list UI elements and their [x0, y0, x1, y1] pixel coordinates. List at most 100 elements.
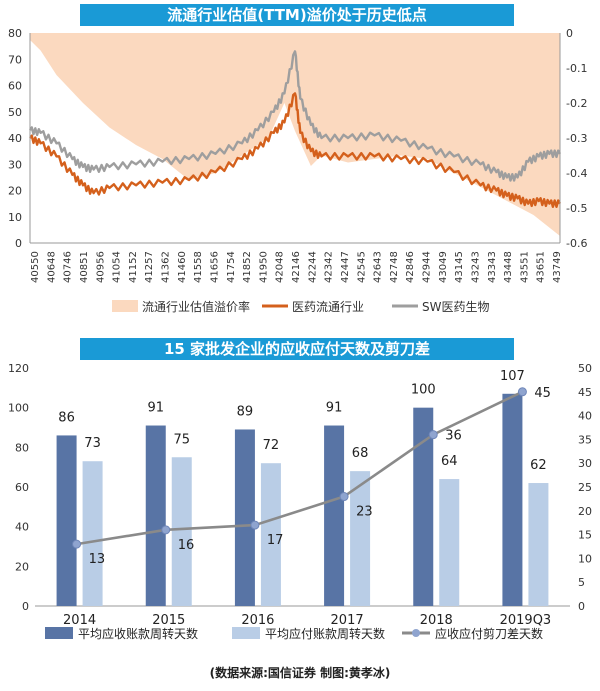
x-tick-label: 43049	[438, 251, 449, 283]
x-tick-label: 40851	[79, 251, 90, 283]
left-tick-label: 20	[8, 185, 22, 198]
category-label: 2018	[420, 613, 453, 628]
payable-value-label: 62	[530, 458, 547, 473]
x-tick-label: 43651	[536, 251, 547, 283]
receivable-value-label: 89	[237, 404, 254, 419]
payable-value-label: 75	[173, 432, 190, 447]
line-scissor-gap	[76, 390, 523, 546]
chart2-title: 15 家批发企业的应收应付天数及剪刀差	[80, 338, 514, 360]
x-tick-label: 42244	[307, 251, 318, 283]
receivable-value-label: 107	[500, 369, 525, 384]
line-sw-pharma	[29, 50, 562, 182]
x-tick-label: 41754	[226, 251, 237, 283]
right-tick-label: 30	[578, 457, 592, 470]
area-premium-rate	[30, 33, 560, 236]
right-tick-label: -0.4	[566, 167, 587, 180]
right-tick-label: 10	[578, 552, 592, 565]
legend-label: 流通行业估值溢价率	[142, 299, 250, 314]
left-tick-label: 60	[15, 481, 29, 494]
source-note: (数据来源:国信证券 制图:黄孝冰)	[209, 666, 391, 680]
payable-value-label: 72	[263, 438, 280, 453]
bar-payable-days	[350, 471, 371, 606]
x-tick-label: 43243	[470, 251, 481, 283]
payable-value-label: 64	[441, 454, 458, 469]
receivable-value-label: 91	[326, 401, 343, 416]
bar-receivable-days	[324, 425, 345, 606]
scissor-value-label: 17	[267, 533, 284, 548]
right-tick-label: 20	[578, 505, 592, 518]
x-tick-label: 42643	[373, 251, 384, 283]
bar-receivable-days	[145, 425, 166, 606]
payable-value-label: 68	[352, 446, 369, 461]
right-tick-label: -0.5	[566, 202, 587, 215]
x-tick-label: 41257	[144, 251, 155, 283]
receivable-value-label: 91	[147, 401, 164, 416]
right-tick-label: 5	[578, 576, 585, 589]
legend-label: 应收应付剪刀差天数	[435, 626, 543, 641]
bar-receivable-days	[56, 435, 77, 606]
legend-swatch	[112, 300, 138, 312]
bar-payable-days	[260, 463, 281, 606]
x-tick-label: 42048	[275, 251, 286, 283]
legend-swatch	[45, 627, 73, 639]
scissor-value-label: 23	[356, 505, 373, 520]
x-tick-label: 43145	[454, 251, 465, 283]
legend-label: 平均应付账款周转天数	[265, 626, 385, 641]
right-tick-label: -0.3	[566, 132, 587, 145]
x-tick-label: 41656	[209, 251, 220, 283]
line-pharma-distribution	[29, 92, 562, 208]
x-tick-label: 40746	[63, 251, 74, 283]
legend-marker	[412, 629, 420, 637]
scissor-point	[517, 387, 527, 397]
x-tick-label: 40648	[46, 251, 57, 283]
receivable-value-label: 100	[411, 383, 436, 398]
left-tick-label: 0	[22, 600, 29, 613]
scissor-point	[161, 525, 171, 535]
right-tick-label: -0.6	[566, 237, 587, 250]
scissor-value-label: 45	[534, 386, 551, 401]
bar-payable-days	[171, 457, 192, 606]
category-label: 2014	[63, 613, 96, 628]
x-tick-label: 43551	[519, 251, 530, 283]
category-label: 2015	[152, 613, 185, 628]
x-tick-label: 43749	[552, 251, 563, 283]
bar-receivable-days	[502, 393, 523, 606]
left-tick-label: 80	[8, 27, 22, 40]
x-tick-label: 41152	[128, 251, 139, 283]
left-tick-label: 50	[8, 106, 22, 119]
bar-receivable-days	[413, 407, 434, 606]
scissor-point	[428, 430, 438, 440]
left-tick-label: 120	[8, 362, 29, 375]
right-tick-label: 25	[578, 481, 592, 494]
right-tick-label: -0.1	[566, 62, 587, 75]
bar-receivable-days	[234, 429, 255, 606]
receivable-value-label: 86	[58, 410, 75, 425]
legend-label: SW医药生物	[422, 300, 489, 314]
category-label: 2017	[331, 613, 364, 628]
x-tick-label: 42447	[340, 251, 351, 283]
scissor-value-label: 13	[89, 552, 106, 567]
left-tick-label: 100	[8, 402, 29, 415]
x-tick-label: 40956	[95, 251, 106, 283]
legend-label: 平均应收账款周转天数	[78, 626, 198, 641]
left-tick-label: 0	[15, 237, 22, 250]
left-tick-label: 10	[8, 211, 22, 224]
x-tick-label: 42944	[422, 251, 433, 283]
left-tick-label: 40	[8, 132, 22, 145]
left-tick-label: 70	[8, 53, 22, 66]
x-tick-label: 41362	[161, 251, 172, 283]
x-tick-label: 41054	[112, 251, 123, 283]
x-tick-label: 43343	[487, 251, 498, 283]
x-tick-label: 42342	[324, 251, 335, 283]
left-tick-label: 60	[8, 80, 22, 93]
x-tick-label: 40550	[30, 251, 41, 283]
x-tick-label: 42545	[356, 251, 367, 283]
left-tick-label: 40	[15, 521, 29, 534]
bar-payable-days	[439, 479, 460, 606]
x-tick-label: 43448	[503, 251, 514, 283]
scissor-point	[72, 539, 82, 549]
x-tick-label: 42748	[389, 251, 400, 283]
payable-value-label: 73	[84, 436, 101, 451]
x-tick-label: 42146	[291, 251, 302, 283]
